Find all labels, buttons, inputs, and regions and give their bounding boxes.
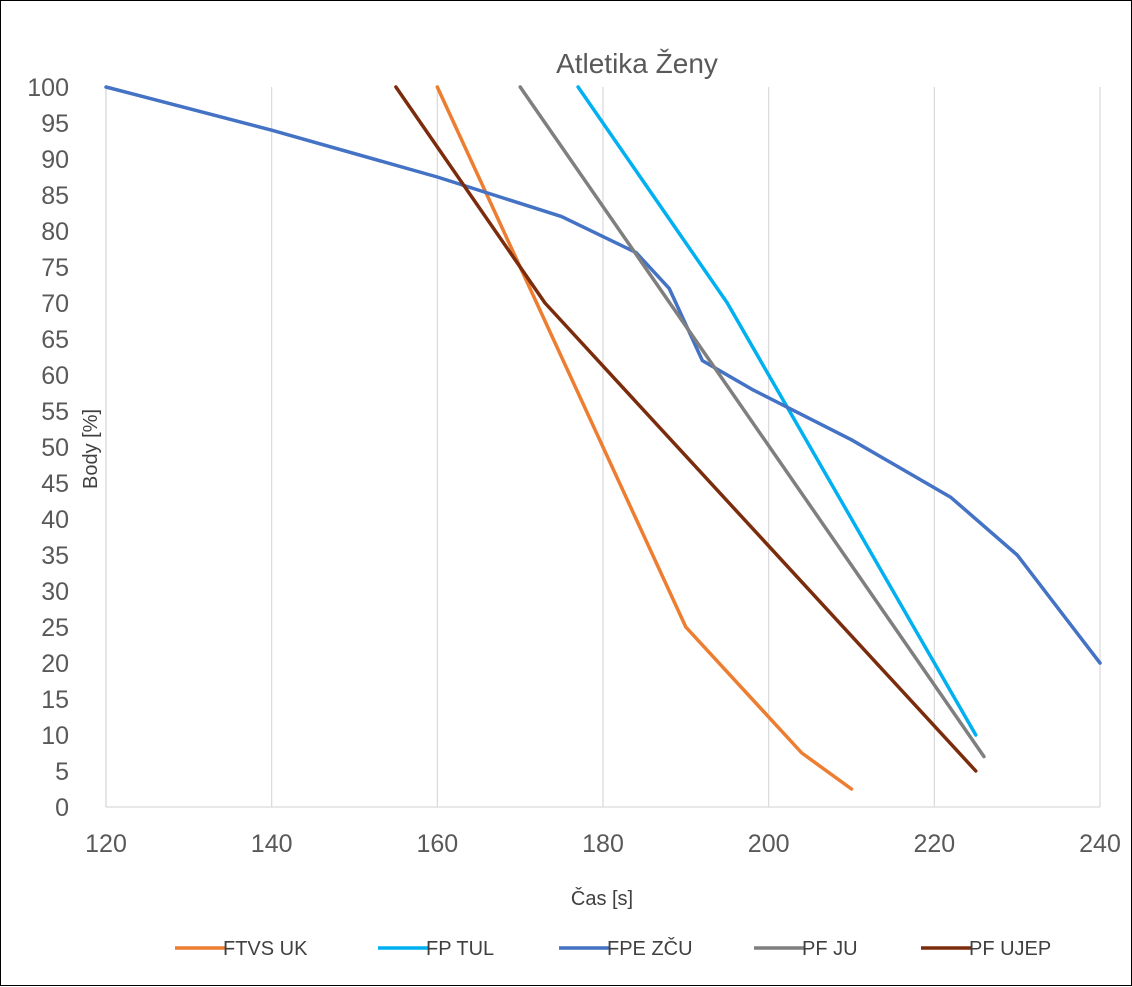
series-line-fp-tul [576,85,978,737]
x-tick-labels: 120 140 160 180 200 220 240 [85,830,1121,858]
y-tick-label: 65 [41,326,69,354]
y-axis-label: Body [%] [80,409,102,489]
legend-label: PF UJEP [969,938,1051,960]
legend-label: PF JU [802,938,858,960]
y-tick-label: 30 [41,578,69,606]
y-tick-labels: 0 5 10 15 20 25 30 35 40 45 50 55 60 65 70 75 80 85 90 95 10… [27,74,69,822]
legend-label: FTVS UK [223,938,308,960]
axes [105,87,1100,808]
y-tick-label: 80 [41,218,69,246]
x-tick-label: 240 [1079,830,1121,858]
y-tick-label: 75 [41,254,69,282]
y-tick-label: 85 [41,182,69,210]
x-axis-label: Čas [s] [571,887,633,910]
y-tick-label: 50 [41,434,69,462]
series-line-ftvs-uk [435,85,854,791]
series-line-pf-ujep [394,85,978,773]
x-tick-label: 120 [85,830,127,858]
y-tick-label: 20 [41,650,69,678]
legend-label: FPE ZČU [607,937,693,960]
x-tick-label: 200 [748,830,790,858]
y-tick-label: 100 [27,74,69,102]
x-tick-label: 220 [913,830,955,858]
y-tick-label: 60 [41,362,69,390]
series-lines [104,85,1102,791]
y-tick-label: 70 [41,290,69,318]
y-tick-label: 5 [55,758,69,786]
legend: FTVS UK FP TUL FPE ZČU PF JU PF UJEP [175,937,1051,960]
y-tick-label: 55 [41,398,69,426]
y-tick-label: 95 [41,110,69,138]
y-tick-label: 25 [41,614,69,642]
y-tick-label: 10 [41,722,69,750]
y-tick-label: 35 [41,542,69,570]
x-tick-label: 160 [416,830,458,858]
chart-title: Atletika Ženy [556,48,718,79]
x-tick-label: 180 [582,830,624,858]
series-line-pf-ju [518,85,986,759]
y-tick-label: 45 [41,470,69,498]
y-tick-label: 0 [55,794,69,822]
y-tick-label: 40 [41,506,69,534]
x-tick-label: 140 [251,830,293,858]
legend-label: FP TUL [426,938,494,960]
y-tick-label: 15 [41,686,69,714]
y-tick-label: 90 [41,146,69,174]
